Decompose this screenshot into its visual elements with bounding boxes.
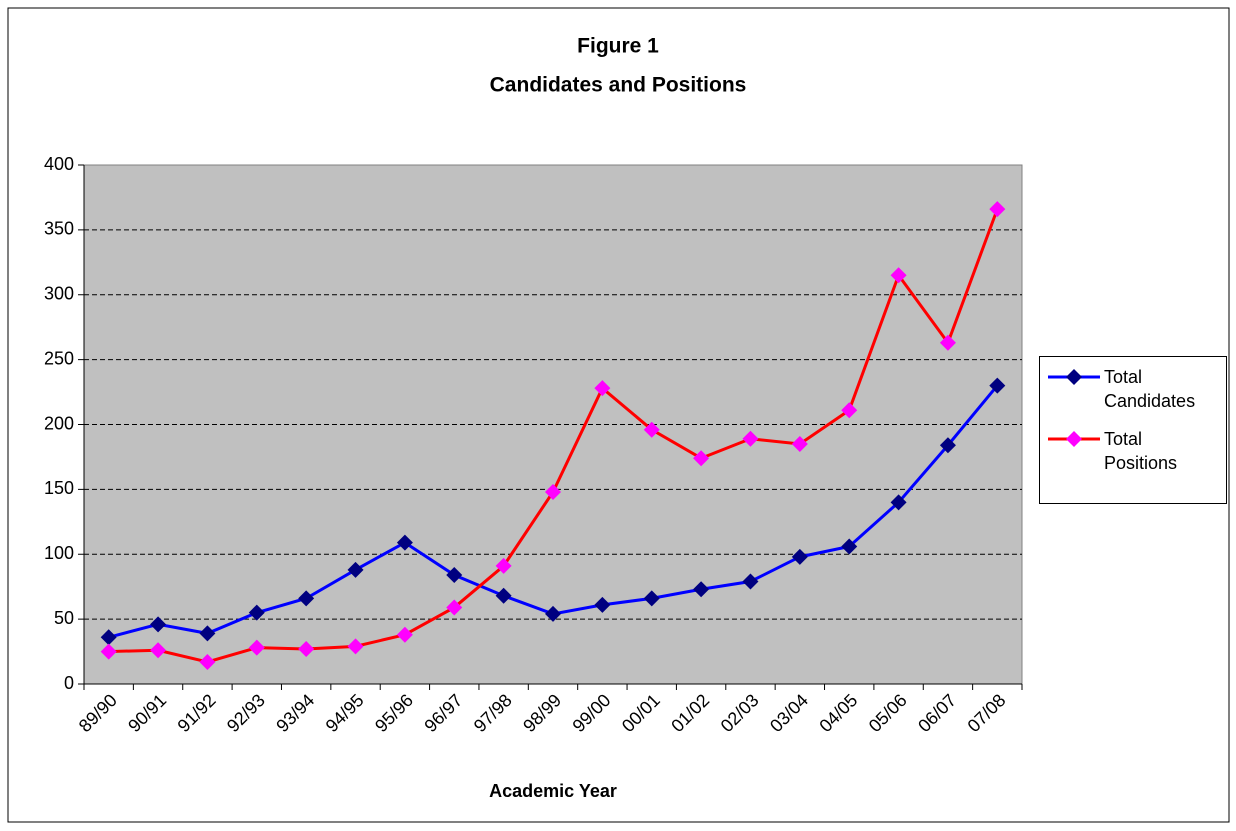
marker [643, 590, 660, 607]
marker [347, 561, 364, 578]
marker [841, 538, 858, 555]
marker [446, 567, 463, 584]
marker [693, 450, 710, 467]
marker [100, 643, 117, 660]
marker [791, 435, 808, 452]
marker [495, 557, 512, 574]
marker [396, 626, 413, 643]
marker [199, 653, 216, 670]
legend-entry: Total Positions [1044, 427, 1222, 475]
legend-marker [1066, 431, 1082, 447]
y-tick-label: 400 [44, 154, 74, 174]
marker [939, 334, 956, 351]
y-tick-label: 350 [44, 219, 74, 239]
y-tick-label: 0 [64, 673, 74, 693]
marker [643, 421, 660, 438]
marker [545, 483, 561, 500]
marker [742, 430, 759, 447]
marker [150, 616, 167, 633]
marker [545, 605, 561, 622]
marker [841, 402, 858, 419]
chart-subtitle: Candidates and Positions [490, 74, 747, 97]
legend-swatch [1048, 431, 1100, 447]
y-tick-label: 50 [54, 608, 74, 628]
marker [594, 596, 611, 613]
legend-label: Total Positions [1104, 429, 1178, 473]
marker [446, 599, 463, 616]
y-tick-label: 200 [44, 413, 74, 433]
marker [989, 377, 1006, 394]
marker [347, 638, 364, 655]
legend-label: Total Candidates [1104, 367, 1196, 411]
marker [890, 494, 907, 511]
marker [298, 640, 315, 657]
marker [693, 581, 710, 598]
legend-swatch [1048, 369, 1100, 385]
y-tick-label: 250 [44, 348, 74, 368]
marker [791, 548, 808, 565]
x-axis-label: Academic Year [489, 781, 617, 801]
legend-entry: Total Candidates [1044, 365, 1222, 413]
legend-marker [1066, 369, 1082, 385]
marker [248, 639, 265, 656]
marker [248, 604, 265, 621]
marker [495, 587, 512, 604]
y-tick-label: 100 [44, 543, 74, 563]
marker [939, 437, 956, 454]
legend: Total Candidates Total Positions [1039, 356, 1227, 504]
marker [150, 642, 167, 659]
marker [199, 625, 216, 642]
marker [396, 534, 413, 551]
marker [100, 629, 117, 646]
marker [594, 380, 611, 397]
chart-title: Figure 1 [577, 35, 659, 58]
y-tick-label: 150 [44, 478, 74, 498]
marker [742, 573, 759, 590]
marker [989, 201, 1006, 218]
marker [298, 590, 315, 607]
y-tick-label: 300 [44, 284, 74, 304]
marker [890, 267, 907, 284]
